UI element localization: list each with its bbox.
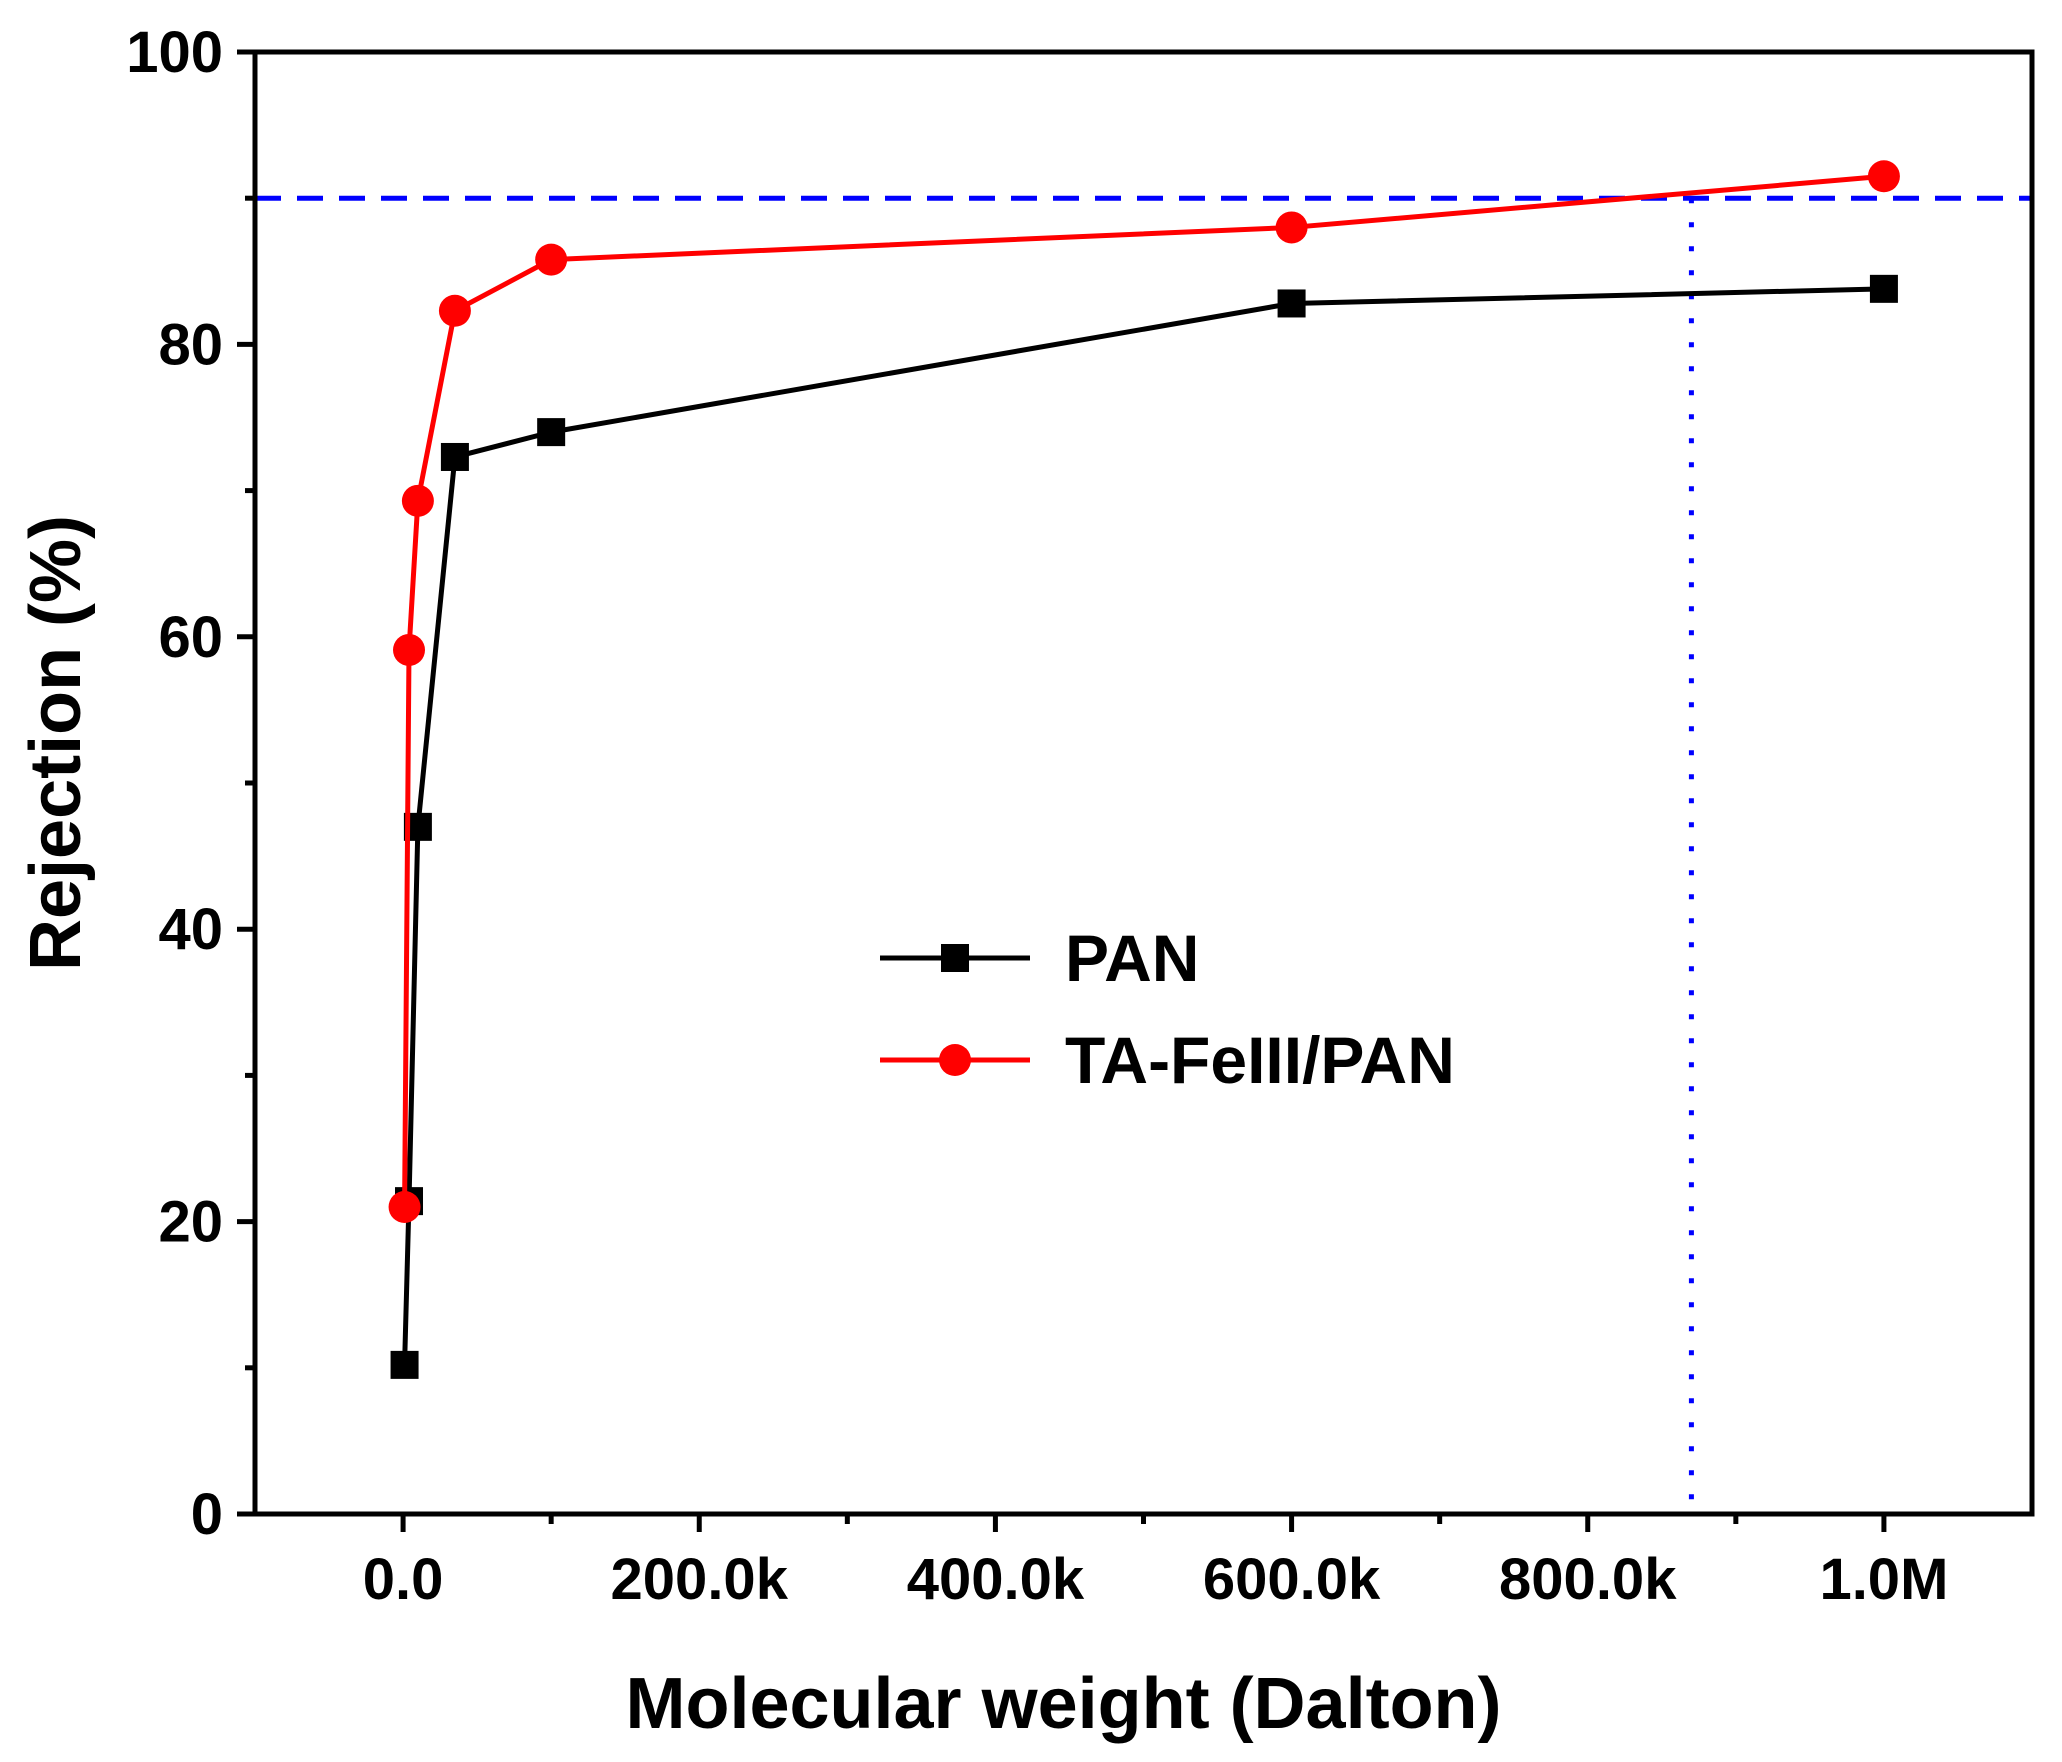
legend-marker bbox=[939, 1044, 971, 1076]
data-point bbox=[535, 243, 568, 276]
reference-lines bbox=[255, 195, 2032, 1514]
x-axis-title: Molecular weight (Dalton) bbox=[625, 1664, 1501, 1744]
x-tick-label: 0.0 bbox=[363, 1547, 444, 1612]
legend-label: TA-FeIII/PAN bbox=[1065, 1023, 1455, 1097]
y-axis-title: Rejection (%) bbox=[16, 515, 96, 971]
series-group bbox=[388, 160, 1900, 1379]
legend-label: PAN bbox=[1065, 921, 1199, 995]
series-pan bbox=[390, 274, 1898, 1379]
data-point bbox=[388, 1190, 421, 1223]
x-tick-label: 200.0k bbox=[611, 1547, 789, 1612]
x-tick-label: 400.0k bbox=[907, 1547, 1085, 1612]
y-tick-label: 100 bbox=[126, 20, 223, 85]
data-point bbox=[438, 294, 471, 327]
x-tick-label: 1.0M bbox=[1819, 1547, 1948, 1612]
data-point bbox=[440, 442, 469, 471]
data-point bbox=[1867, 160, 1900, 193]
data-point bbox=[393, 633, 426, 666]
y-tick-label: 80 bbox=[158, 312, 223, 377]
legend-marker bbox=[941, 944, 969, 972]
data-point bbox=[1275, 211, 1308, 244]
data-point bbox=[1869, 274, 1898, 303]
axes: 0.0 200.0k 400.0k 600.0k 800.0k 1.0M 0 20 40 60 80… bbox=[126, 20, 2035, 1612]
legend: PAN TA-FeIII/PAN bbox=[880, 921, 1455, 1097]
data-point bbox=[390, 1350, 419, 1379]
plot-frame bbox=[252, 49, 2035, 1517]
y-tick-label: 20 bbox=[158, 1190, 223, 1255]
data-point bbox=[1277, 289, 1306, 318]
series-ta-feiii-pan bbox=[388, 160, 1900, 1223]
data-point bbox=[401, 484, 434, 517]
x-tick-label: 800.0k bbox=[1499, 1547, 1677, 1612]
series-line bbox=[402, 286, 1884, 1365]
y-tick-label: 0 bbox=[191, 1482, 223, 1547]
y-tick-label: 40 bbox=[158, 897, 223, 962]
x-tick-label: 600.0k bbox=[1203, 1547, 1381, 1612]
data-point bbox=[537, 418, 566, 447]
y-tick-label: 60 bbox=[158, 605, 223, 670]
